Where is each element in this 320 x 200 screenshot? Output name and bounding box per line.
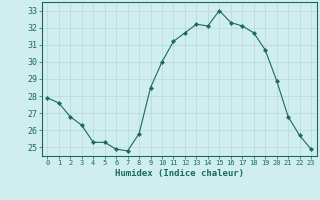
X-axis label: Humidex (Indice chaleur): Humidex (Indice chaleur) xyxy=(115,169,244,178)
